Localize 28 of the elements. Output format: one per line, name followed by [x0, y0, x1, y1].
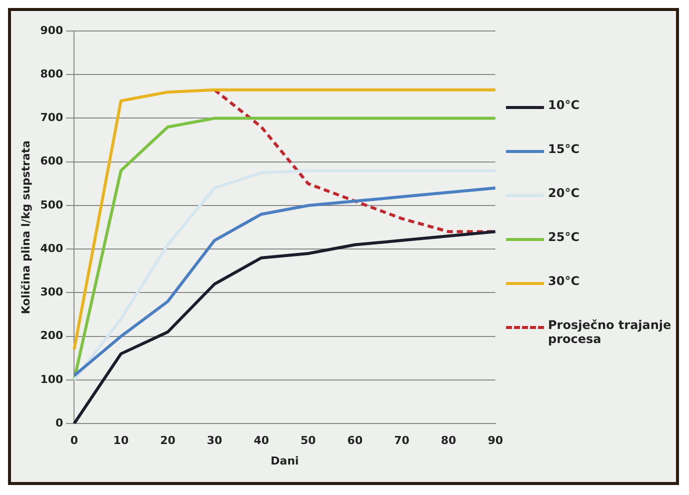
x-tick-label: 70 — [394, 434, 410, 448]
x-tick-label: 10 — [113, 434, 129, 448]
y-tick-label: 300 — [40, 286, 64, 299]
x-tick-label: 0 — [70, 434, 78, 448]
x-tick-label: 20 — [160, 434, 176, 448]
y-tick-label: 0 — [56, 416, 64, 430]
x-tick-label: 80 — [440, 434, 457, 448]
x-tick-label: 50 — [300, 434, 316, 448]
legend-label: 10°C — [548, 98, 580, 112]
y-tick-label: 500 — [40, 198, 64, 212]
legend-label: 20°C — [548, 186, 580, 200]
x-tick-label: 30 — [206, 434, 223, 448]
x-tick-label: 60 — [347, 434, 363, 448]
y-tick-label: 600 — [40, 154, 64, 168]
legend-label: Prosječno trajanje procesa — [548, 318, 672, 346]
y-tick-label: 900 — [40, 24, 64, 37]
x-tick-label: 40 — [254, 434, 270, 448]
x-axis-title: Dani — [270, 454, 299, 468]
legend-label: 15°C — [548, 142, 580, 156]
y-tick-label: 200 — [40, 329, 64, 342]
y-axis-title: Količina plina l/kg supstrata — [19, 140, 32, 314]
legend-label: 30°C — [548, 274, 580, 288]
y-tick-label: 700 — [40, 111, 64, 124]
x-tick-label: 90 — [488, 434, 504, 448]
y-tick-label: 400 — [40, 242, 64, 255]
y-tick-label: 800 — [40, 67, 64, 80]
legend-label: 25°C — [548, 230, 580, 244]
y-tick-label: 100 — [40, 372, 64, 386]
